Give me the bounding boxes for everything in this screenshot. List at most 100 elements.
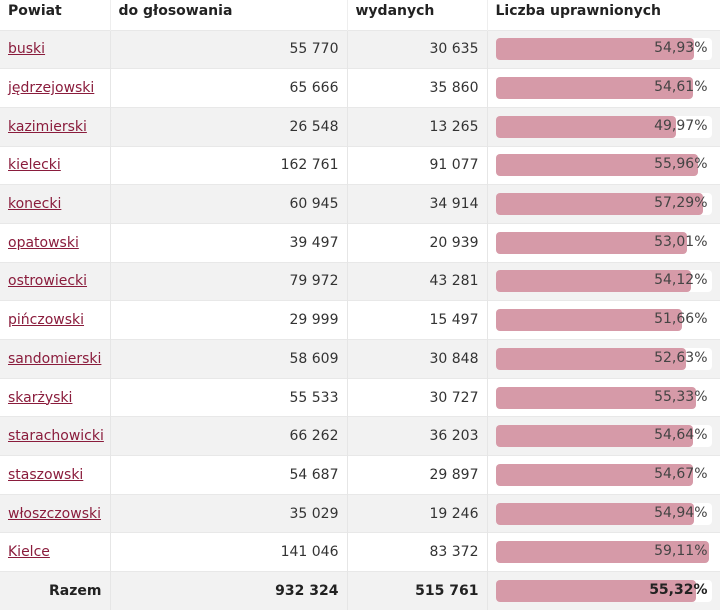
eligible-count: 26 548 <box>110 106 348 147</box>
issued-count: 30 848 <box>347 339 488 379</box>
table-row: jędrzejowski 65 666 35 860 54,61% <box>0 68 720 108</box>
eligible-count: 141 046 <box>110 532 348 572</box>
issued-count: 15 497 <box>347 300 488 340</box>
turnout-bar: 54,64% <box>495 425 712 448</box>
table-row: sandomierski 58 609 30 848 52,63% <box>0 339 720 379</box>
turnout-bar-fill <box>495 77 694 100</box>
table-row: kielecki 162 761 91 077 55,96% <box>0 145 720 185</box>
eligible-count: 29 999 <box>110 300 348 340</box>
header-do-glosowania[interactable]: do głosowania <box>110 0 348 30</box>
eligible-count: 55 533 <box>110 377 348 417</box>
turnout-percent: 51,66% <box>654 311 708 328</box>
table-row: buski 55 770 30 635 54,93% <box>0 29 720 69</box>
eligible-count: 932 324 <box>110 571 348 610</box>
turnout-bar: 55,33% <box>495 386 712 409</box>
turnout-bar-fill <box>495 154 698 177</box>
table-row: kazimierski 26 548 13 265 49,97% <box>0 106 720 147</box>
eligible-count: 79 972 <box>110 261 348 301</box>
table-row: ostrowiecki 79 972 43 281 54,12% <box>0 261 720 301</box>
turnout-bar: 53,01% <box>495 231 712 254</box>
powiat-link[interactable]: Kielce <box>8 544 50 561</box>
powiat-link[interactable]: staszowski <box>8 466 84 483</box>
eligible-count: 55 770 <box>110 29 348 69</box>
issued-count: 30 727 <box>347 377 488 417</box>
turnout-percent: 54,12% <box>654 272 708 289</box>
turnout-bar-fill <box>495 38 695 61</box>
powiat-link[interactable]: skarżyski <box>8 389 73 406</box>
turnout-percent: 55,32% <box>649 582 708 599</box>
turnout-bar-fill <box>495 231 688 254</box>
eligible-count: 162 761 <box>110 145 348 185</box>
turnout-bar: 59,11% <box>495 541 712 564</box>
turnout-bar: 54,12% <box>495 270 712 293</box>
turnout-percent: 59,11% <box>654 543 708 560</box>
eligible-count: 66 262 <box>110 416 348 456</box>
turnout-bar: 51,66% <box>495 309 712 332</box>
eligible-count: 54 687 <box>110 455 348 495</box>
turnout-percent: 54,67% <box>654 465 708 482</box>
turnout-bar-fill <box>495 270 692 293</box>
powiat-link[interactable]: pińczowski <box>8 312 85 329</box>
issued-count: 35 860 <box>347 68 488 108</box>
header-row: Powiat do głosowania wydanych Liczba upr… <box>0 0 720 30</box>
turnout-bar-fill <box>495 502 695 525</box>
issued-count: 43 281 <box>347 261 488 301</box>
turnout-percent: 57,29% <box>654 195 708 212</box>
turnout-bar-fill <box>495 463 694 486</box>
header-liczba[interactable]: Liczba uprawnionych <box>487 0 720 30</box>
turnout-percent: 54,94% <box>654 504 708 521</box>
turnout-percent: 54,61% <box>654 79 708 96</box>
powiat-link[interactable]: włoszczowski <box>8 505 101 522</box>
issued-count: 36 203 <box>347 416 488 456</box>
turnout-bar-fill <box>495 386 696 409</box>
turnout-bar-fill <box>495 115 677 138</box>
eligible-count: 39 497 <box>110 222 348 263</box>
issued-count: 83 372 <box>347 532 488 572</box>
turnout-bar-fill <box>495 193 703 216</box>
issued-count: 515 761 <box>347 571 488 610</box>
turnout-bar: 54,67% <box>495 463 712 486</box>
issued-count: 29 897 <box>347 455 488 495</box>
turnout-percent: 49,97% <box>654 117 708 134</box>
turnout-bar: 54,93% <box>495 38 712 61</box>
powiat-link[interactable]: sandomierski <box>8 350 102 367</box>
table-row: konecki 60 945 34 914 57,29% <box>0 184 720 224</box>
turnout-bar: 54,94% <box>495 502 712 525</box>
powiat-link[interactable]: ostrowiecki <box>8 273 88 290</box>
turnout-percent: 55,33% <box>654 388 708 405</box>
total-label: Razem <box>0 571 111 610</box>
turnout-bar: 54,61% <box>495 77 712 100</box>
header-powiat[interactable]: Powiat <box>0 0 111 30</box>
powiat-link[interactable]: konecki <box>8 196 62 213</box>
issued-count: 30 635 <box>347 29 488 69</box>
issued-count: 19 246 <box>347 493 488 533</box>
header-wydanych[interactable]: wydanych <box>347 0 488 30</box>
powiat-link[interactable]: kielecki <box>8 157 61 174</box>
turnout-percent: 54,93% <box>654 40 708 57</box>
turnout-bar-fill <box>495 347 686 370</box>
eligible-count: 58 609 <box>110 339 348 379</box>
powiat-link[interactable]: jędrzejowski <box>8 80 95 97</box>
powiat-link[interactable]: starachowicki <box>8 428 104 445</box>
powiat-link[interactable]: buski <box>8 41 46 58</box>
turnout-bar-fill <box>495 541 710 564</box>
turnout-percent: 55,96% <box>654 156 708 173</box>
table-row: staszowski 54 687 29 897 54,67% <box>0 455 720 495</box>
total-row: Razem 932 324 515 761 55,32% <box>0 571 720 610</box>
turnout-bar-fill <box>495 309 683 332</box>
turnout-bar: 49,97% <box>495 115 712 138</box>
powiat-link[interactable]: kazimierski <box>8 118 87 135</box>
table-row: Kielce 141 046 83 372 59,11% <box>0 532 720 572</box>
turnout-bar: 52,63% <box>495 347 712 370</box>
turnout-bar: 55,32% <box>495 580 712 603</box>
turnout-bar: 55,96% <box>495 154 712 177</box>
powiat-link[interactable]: opatowski <box>8 234 79 251</box>
turnout-percent: 53,01% <box>654 233 708 250</box>
eligible-count: 65 666 <box>110 68 348 108</box>
turnout-bar-fill <box>495 425 694 448</box>
turnout-bar: 57,29% <box>495 193 712 216</box>
turnout-percent: 54,64% <box>654 427 708 444</box>
eligible-count: 35 029 <box>110 493 348 533</box>
turnout-bar-fill <box>495 580 696 603</box>
